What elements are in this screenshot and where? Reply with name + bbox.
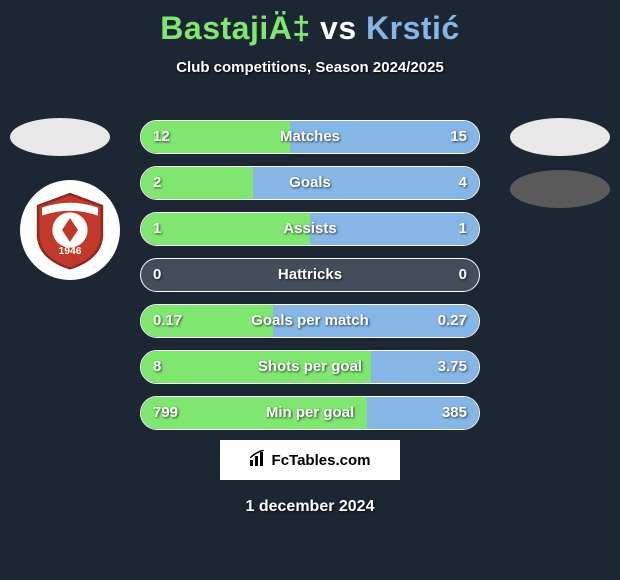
stat-row: 0.170.27Goals per match (140, 304, 480, 338)
comparison-card: BastajiÄ‡ vs Krstić Club competitions, S… (0, 0, 620, 580)
player2-badge-placeholder-2 (510, 170, 610, 208)
stat-label: Min per goal (141, 397, 479, 429)
chart-icon (250, 450, 268, 470)
player2-name: Krstić (366, 10, 460, 46)
club-logo: 1946 (20, 180, 120, 280)
stat-row: 799385Min per goal (140, 396, 480, 430)
fctables-label: FcTables.com (272, 452, 371, 469)
stat-label: Matches (141, 121, 479, 153)
stat-label: Goals per match (141, 305, 479, 337)
vs-text: vs (320, 10, 357, 46)
stat-row: 83.75Shots per goal (140, 350, 480, 384)
player1-badge-placeholder (10, 118, 110, 156)
stat-row: 24Goals (140, 166, 480, 200)
fctables-link[interactable]: FcTables.com (220, 440, 400, 480)
stat-row: 11Assists (140, 212, 480, 246)
club-shield-icon: 1946 (30, 190, 110, 270)
player2-badge-placeholder (510, 118, 610, 156)
stat-label: Shots per goal (141, 351, 479, 383)
stat-row: 00Hattricks (140, 258, 480, 292)
player1-name: BastajiÄ‡ (160, 10, 310, 46)
page-title: BastajiÄ‡ vs Krstić (0, 0, 620, 47)
stat-label: Goals (141, 167, 479, 199)
club-year: 1946 (58, 246, 81, 257)
season-subtitle: Club competitions, Season 2024/2025 (0, 59, 620, 76)
snapshot-date: 1 december 2024 (0, 498, 620, 516)
stat-label: Assists (141, 213, 479, 245)
stats-bars: 1215Matches 24Goals 11Assists 00Hattricks 0.… (140, 120, 480, 442)
stat-label: Hattricks (141, 259, 479, 291)
stat-row: 1215Matches (140, 120, 480, 154)
